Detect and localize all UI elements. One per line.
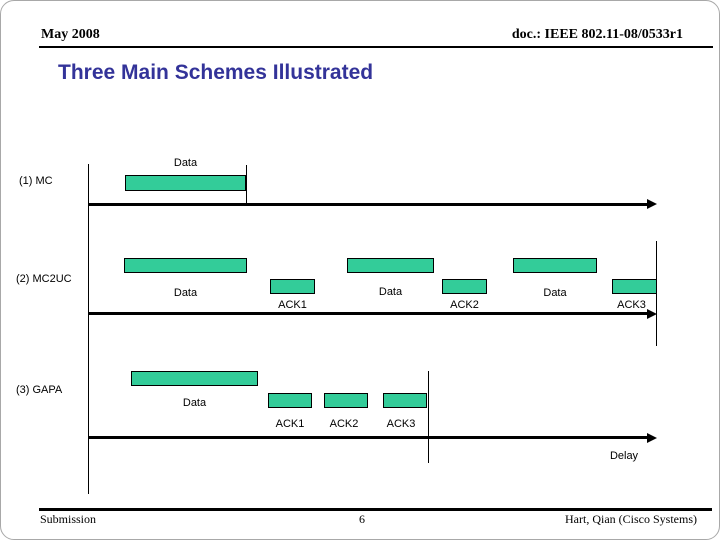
timeline-axis xyxy=(89,203,647,206)
header-date: May 2008 xyxy=(41,27,100,42)
bar-label: ACK3 xyxy=(617,299,646,311)
footer-rule xyxy=(39,508,712,511)
data-bar xyxy=(347,258,434,273)
timeline-origin-line xyxy=(88,164,89,494)
header-rule xyxy=(39,46,713,48)
timeline-arrow-icon xyxy=(647,309,657,319)
footer-author: Hart, Qian (Cisco Systems) xyxy=(565,512,697,526)
ack-bar xyxy=(442,279,487,294)
axis-label-delay: Delay xyxy=(609,450,639,462)
timeline-arrow-icon xyxy=(647,433,657,443)
bar-label: ACK1 xyxy=(275,418,305,430)
end-marker-line xyxy=(428,371,429,463)
ack-bar xyxy=(324,393,368,408)
data-bar xyxy=(124,258,247,273)
data-bar xyxy=(513,258,597,273)
ack-bar xyxy=(612,279,657,294)
scheme-label: (1) MC xyxy=(19,175,53,187)
header-doc-id: doc.: IEEE 802.11-08/0533r1 xyxy=(511,27,683,42)
data-bar xyxy=(131,371,258,386)
footer-page-number: 6 xyxy=(359,512,365,526)
bar-label: ACK2 xyxy=(450,299,479,311)
bar-label: ACK3 xyxy=(386,418,416,430)
ack-bar xyxy=(270,279,315,294)
data-bar xyxy=(125,175,246,191)
bar-label: Data xyxy=(543,287,567,299)
bar-label: Data xyxy=(378,286,403,298)
timeline-axis xyxy=(89,312,647,315)
ack-bar xyxy=(268,393,312,408)
end-marker-line xyxy=(246,165,247,204)
bar-label: Data xyxy=(182,397,207,409)
bar-label: ACK2 xyxy=(329,418,359,430)
scheme-label: (3) GAPA xyxy=(16,384,63,396)
timeline-arrow-icon xyxy=(647,199,657,209)
footer-submission: Submission xyxy=(40,512,97,526)
end-marker-line xyxy=(656,241,657,346)
scheme-label: (2) MC2UC xyxy=(16,273,72,285)
bar-label: Data xyxy=(173,287,198,299)
timeline-axis xyxy=(89,436,647,439)
bar-label: Data xyxy=(173,157,198,169)
bar-label: ACK1 xyxy=(278,299,307,311)
ack-bar xyxy=(383,393,427,408)
page-title: Three Main Schemes Illustrated xyxy=(58,61,374,84)
